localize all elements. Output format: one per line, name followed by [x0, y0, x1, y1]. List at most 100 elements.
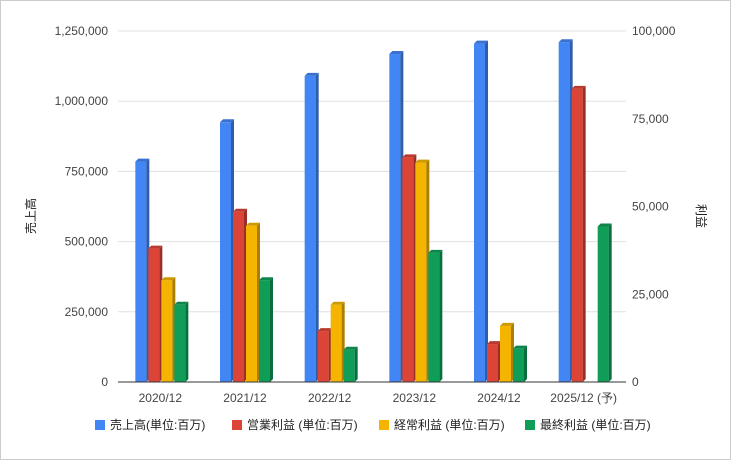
- bar-side: [608, 223, 612, 382]
- bar-front: [246, 225, 257, 382]
- bar-front: [428, 252, 440, 382]
- right-tick-label: 0: [632, 375, 639, 389]
- right-tick-label: 50,000: [632, 200, 669, 214]
- bars: [135, 39, 612, 383]
- bar-front: [304, 75, 316, 382]
- legend-label: 営業利益 (単位:百万): [247, 417, 358, 432]
- bar-side: [485, 40, 488, 383]
- right-axis-title: 利益: [694, 204, 708, 228]
- left-tick-label: 500,000: [65, 235, 109, 249]
- x-axis-ticks: 2020/12 2021/12 2022/12 2023/12 2024/12 2025/…: [139, 391, 617, 405]
- bar-front: [513, 348, 524, 382]
- bar-side: [185, 301, 189, 382]
- bar: [304, 72, 319, 382]
- bar-top: [161, 277, 176, 281]
- bar-top: [304, 72, 319, 76]
- bar: [428, 249, 443, 382]
- bar-top: [474, 40, 488, 44]
- legend: 売上高(単位:百万) 営業利益 (単位:百万) 経常利益 (単位:百万) 最終利益 (…: [95, 417, 651, 432]
- bar-front: [161, 280, 173, 382]
- legend-label: 売上高(単位:百万): [110, 417, 205, 432]
- bar: [330, 301, 345, 382]
- bar-front: [597, 226, 609, 382]
- x-tick-label: 2024/12: [477, 391, 521, 405]
- bar-front: [174, 304, 186, 382]
- bar: [389, 51, 404, 382]
- bar: [259, 277, 273, 382]
- bar-front: [135, 161, 147, 382]
- bar-top: [317, 328, 332, 332]
- left-tick-label: 1,250,000: [55, 24, 109, 38]
- bar: [474, 40, 488, 383]
- bar: [317, 328, 332, 382]
- bar-top: [389, 51, 404, 55]
- legend-swatch: [525, 420, 535, 430]
- bar-side: [439, 249, 443, 382]
- bar-top: [428, 249, 443, 253]
- left-tick-label: 1,000,000: [55, 94, 109, 108]
- legend-label: 経常利益 (単位:百万): [394, 417, 505, 432]
- legend-item: 経常利益 (単位:百万): [379, 417, 505, 432]
- x-tick-label: 2023/12: [393, 391, 437, 405]
- bar-top: [500, 322, 514, 326]
- legend-swatch: [379, 420, 389, 430]
- right-tick-label: 100,000: [632, 24, 676, 38]
- legend-item: 売上高(単位:百万): [95, 417, 205, 432]
- bar-top: [174, 301, 189, 305]
- bar: [174, 301, 189, 382]
- bar-front: [389, 54, 401, 382]
- bar: [597, 223, 612, 382]
- bar-side: [582, 85, 586, 382]
- bar-top: [343, 346, 358, 350]
- bar-top: [135, 158, 150, 162]
- bar-side: [315, 72, 319, 382]
- bar: [558, 39, 573, 383]
- right-axis-ticks: 0 25,000 50,000 75,000 100,000: [632, 24, 676, 389]
- bar-front: [487, 344, 498, 382]
- left-tick-label: 0: [101, 375, 108, 389]
- bar-front: [415, 162, 427, 382]
- x-tick-label: 2021/12: [223, 391, 267, 405]
- bar: [135, 158, 150, 382]
- bar: [148, 245, 163, 382]
- bar-front: [474, 43, 485, 383]
- bar: [233, 208, 247, 382]
- bar-top: [487, 341, 501, 345]
- bar: [500, 322, 514, 382]
- bar-front: [402, 157, 414, 382]
- bar: [161, 277, 176, 382]
- bar: [343, 346, 358, 382]
- right-tick-label: 75,000: [632, 112, 669, 126]
- legend-item: 最終利益 (単位:百万): [525, 417, 651, 432]
- bar: [246, 222, 260, 382]
- bar-front: [500, 325, 511, 382]
- legend-swatch: [232, 420, 242, 430]
- bar-front: [148, 248, 160, 382]
- bar-front: [317, 331, 329, 382]
- bar-top: [571, 85, 586, 89]
- bar: [220, 119, 234, 382]
- left-axis-ticks: 0 250,000 500,000 750,000 1,000,000 1,250,000: [55, 24, 109, 389]
- bar: [415, 159, 430, 382]
- bar-top: [597, 223, 612, 227]
- left-tick-label: 250,000: [65, 305, 109, 319]
- bar-top: [233, 208, 247, 212]
- bar-top: [513, 345, 527, 349]
- bar: [513, 345, 527, 382]
- bar-front: [571, 88, 583, 382]
- bar-side: [270, 277, 273, 382]
- bar-side: [354, 346, 358, 382]
- bar: [402, 154, 417, 382]
- legend-item: 営業利益 (単位:百万): [232, 417, 358, 432]
- bar-top: [246, 222, 260, 226]
- bar-side: [524, 345, 527, 382]
- x-tick-label: 2025/12 (予): [550, 391, 617, 405]
- bar-top: [558, 39, 573, 43]
- gridlines: [118, 30, 626, 313]
- bar-front: [330, 304, 342, 382]
- legend-label: 最終利益 (単位:百万): [540, 417, 651, 432]
- bar-front: [233, 211, 244, 382]
- bar-front: [343, 349, 355, 382]
- bar-top: [415, 159, 430, 163]
- left-tick-label: 750,000: [65, 164, 109, 178]
